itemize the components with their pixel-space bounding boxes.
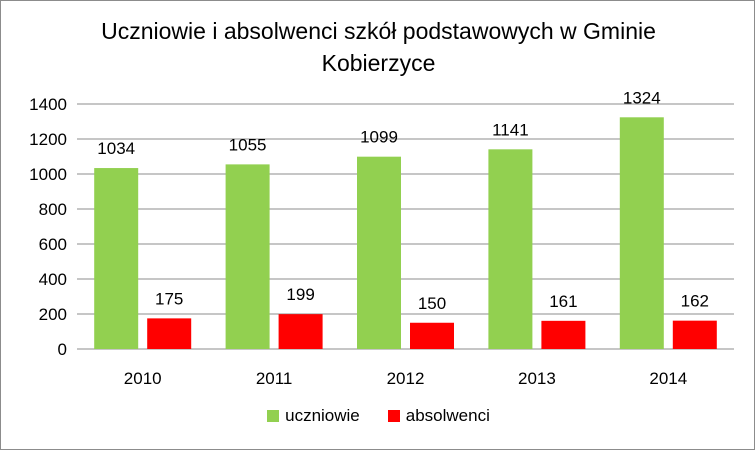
data-label-absolwenci: 161 bbox=[549, 292, 577, 311]
chart-title-line-2: Kobierzyce bbox=[321, 50, 436, 76]
chart-title-line-1: Uczniowie i absolwenci szkół podstawowyc… bbox=[101, 18, 656, 44]
data-label-absolwenci: 162 bbox=[681, 292, 709, 311]
data-label-uczniowie: 1034 bbox=[97, 139, 135, 158]
data-label-absolwenci: 175 bbox=[155, 289, 183, 308]
x-tick-label: 2014 bbox=[649, 369, 687, 388]
data-label-uczniowie: 1055 bbox=[229, 135, 267, 154]
x-tick-label: 2012 bbox=[387, 369, 425, 388]
y-tick-label: 600 bbox=[39, 235, 67, 254]
y-tick-label: 1000 bbox=[29, 165, 67, 184]
bar-absolwenci bbox=[278, 314, 323, 349]
y-tick-label: 800 bbox=[39, 200, 67, 219]
bar-uczniowie bbox=[619, 117, 664, 349]
x-tick-label: 2010 bbox=[124, 369, 162, 388]
bar-absolwenci bbox=[410, 322, 454, 349]
bar-uczniowie bbox=[94, 168, 139, 349]
data-label-uczniowie: 1099 bbox=[360, 128, 398, 147]
legend-label-uczniowie: uczniowie bbox=[285, 406, 360, 425]
x-tick-label: 2013 bbox=[518, 369, 556, 388]
data-label-uczniowie: 1141 bbox=[492, 120, 529, 139]
bar-absolwenci bbox=[672, 320, 717, 349]
data-label-absolwenci: 199 bbox=[286, 285, 314, 304]
chart-title: Uczniowie i absolwenci szkół podstawowyc… bbox=[61, 15, 696, 79]
data-label-absolwenci: 150 bbox=[418, 294, 446, 313]
legend-item-absolwenci: absolwenci bbox=[387, 406, 490, 426]
x-tick-label: 2011 bbox=[256, 369, 293, 388]
legend-label-absolwenci: absolwenci bbox=[405, 406, 490, 425]
legend: uczniowie absolwenci bbox=[1, 406, 754, 426]
y-tick-label: 200 bbox=[39, 305, 67, 324]
y-tick-label: 400 bbox=[39, 270, 67, 289]
legend-swatch-uczniowie bbox=[267, 410, 280, 422]
bar-absolwenci bbox=[541, 320, 586, 349]
data-label-uczniowie: 1324 bbox=[623, 88, 661, 107]
legend-item-uczniowie: uczniowie bbox=[267, 406, 360, 426]
y-tick-label: 1200 bbox=[29, 130, 67, 149]
bar-absolwenci bbox=[147, 318, 192, 349]
bar-uczniowie bbox=[357, 156, 401, 349]
bar-uczniowie bbox=[488, 149, 533, 349]
y-tick-label: 1400 bbox=[29, 95, 67, 114]
bar-uczniowie bbox=[225, 164, 270, 349]
y-tick-label: 0 bbox=[58, 340, 67, 359]
legend-swatch-absolwenci bbox=[387, 410, 400, 422]
